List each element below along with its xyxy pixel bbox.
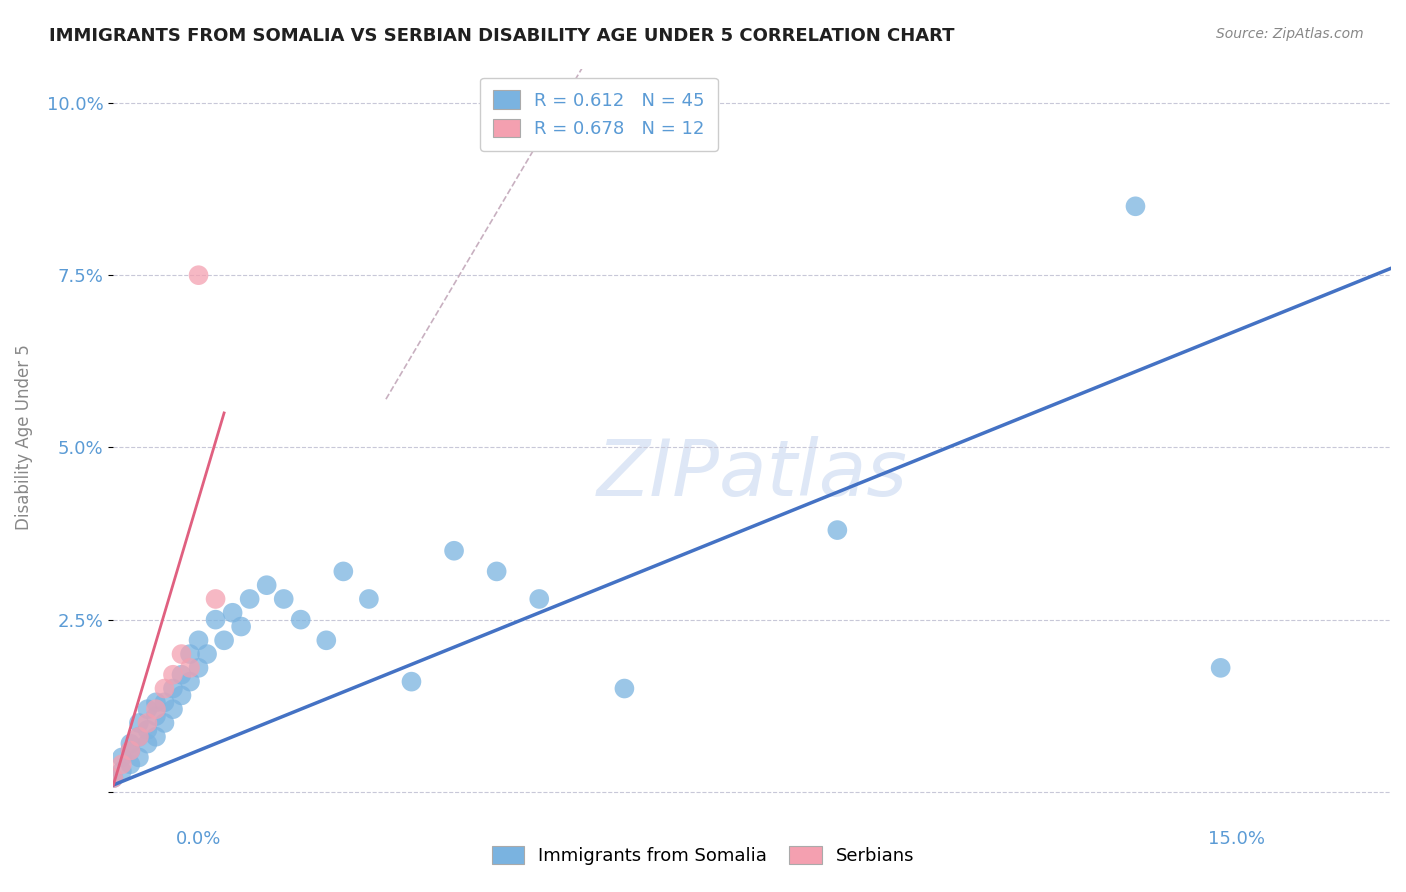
Point [170, 647, 193, 661]
Point [1209, 661, 1232, 675]
Text: IMMIGRANTS FROM SOMALIA VS SERBIAN DISABILITY AGE UNDER 5 CORRELATION CHART: IMMIGRANTS FROM SOMALIA VS SERBIAN DISAB… [49, 27, 955, 45]
Y-axis label: Disability Age Under 5: Disability Age Under 5 [15, 344, 32, 530]
Point [357, 591, 380, 606]
Point [111, 750, 134, 764]
Point [315, 633, 337, 648]
Point [111, 757, 134, 772]
Point [136, 702, 159, 716]
Point [145, 730, 167, 744]
Point [212, 633, 235, 648]
Point [128, 716, 150, 731]
Point [401, 674, 423, 689]
Point [153, 695, 176, 709]
Point [120, 757, 142, 772]
Point [187, 268, 209, 283]
Point [613, 681, 636, 696]
Point [145, 702, 167, 716]
Point [229, 619, 252, 633]
Point [145, 709, 167, 723]
Text: 15.0%: 15.0% [1208, 830, 1265, 847]
Point [256, 578, 278, 592]
Text: 0.0%: 0.0% [176, 830, 221, 847]
Point [529, 591, 551, 606]
Point [273, 591, 295, 606]
Point [120, 743, 142, 757]
Point [153, 681, 176, 696]
Point [170, 667, 193, 681]
Point [187, 661, 209, 675]
Text: Source: ZipAtlas.com: Source: ZipAtlas.com [1216, 27, 1364, 41]
Point [179, 674, 201, 689]
Point [136, 716, 159, 731]
Point [162, 702, 184, 716]
Point [136, 723, 159, 737]
Point [103, 771, 125, 785]
Point [128, 750, 150, 764]
Point [1125, 199, 1147, 213]
Point [162, 681, 184, 696]
Point [145, 695, 167, 709]
Point [332, 565, 354, 579]
Point [179, 647, 201, 661]
Point [179, 661, 201, 675]
Text: ZIPatlas: ZIPatlas [596, 436, 908, 512]
Point [128, 730, 150, 744]
Point [120, 737, 142, 751]
Point [103, 771, 125, 785]
Point [136, 737, 159, 751]
Point [170, 689, 193, 703]
Point [221, 606, 243, 620]
Legend: Immigrants from Somalia, Serbians: Immigrants from Somalia, Serbians [482, 837, 924, 874]
Point [443, 543, 465, 558]
Point [153, 716, 176, 731]
Point [187, 633, 209, 648]
Point [195, 647, 218, 661]
Point [204, 613, 226, 627]
Point [485, 565, 508, 579]
Point [239, 591, 262, 606]
Point [827, 523, 849, 537]
Point [120, 743, 142, 757]
Legend: R = 0.612   N = 45, R = 0.678   N = 12: R = 0.612 N = 45, R = 0.678 N = 12 [481, 78, 717, 151]
Point [111, 764, 134, 779]
Point [162, 667, 184, 681]
Point [204, 591, 226, 606]
Point [290, 613, 312, 627]
Point [128, 730, 150, 744]
